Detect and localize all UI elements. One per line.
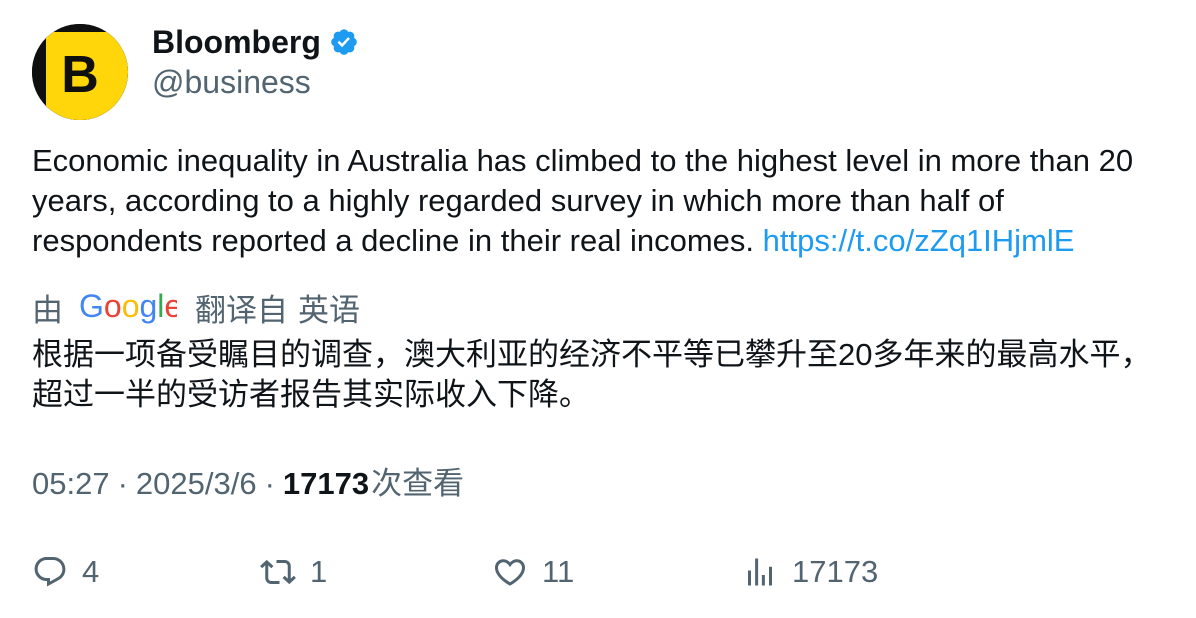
tweet-meta: 05:27 · 2025/3/6 · 17173 次查看: [32, 464, 464, 504]
views-icon: [748, 558, 772, 586]
translation-from: 翻译自: [195, 292, 288, 328]
meta-separator: ·: [117, 466, 128, 501]
author-handle[interactable]: @business: [152, 64, 311, 100]
views-count: 17173: [282, 466, 370, 501]
bloomberg-logo-icon: B: [32, 24, 128, 120]
avatar-letter: B: [61, 46, 99, 104]
meta-separator: ·: [264, 466, 275, 501]
author-display-name[interactable]: Bloomberg: [152, 24, 321, 60]
repost-count: 1: [310, 554, 328, 589]
views-action-count: 17173: [792, 554, 879, 589]
translation-attribution: 由 Google 翻译自 英语: [32, 287, 360, 328]
tweet-link[interactable]: https://t.co/zZq1IHjmlE: [762, 223, 1075, 258]
avatar[interactable]: B: [32, 24, 128, 120]
tweet-text: Economic inequality in Australia has cli…: [32, 141, 1162, 261]
reply-button[interactable]: 4: [32, 552, 99, 592]
like-button[interactable]: 11: [492, 552, 574, 592]
views-label: 次查看: [371, 466, 465, 501]
author-name-row: Bloomberg: [152, 22, 359, 62]
translated-text: 根据一项备受瞩目的调查，澳大利亚的经济不平等已攀升至20多年来的最高水平，超过一…: [32, 337, 1152, 412]
verified-badge-icon[interactable]: [329, 27, 359, 57]
like-icon: [494, 559, 526, 586]
tweet-time[interactable]: 05:27: [32, 466, 110, 501]
google-logo-icon: Google: [79, 289, 177, 325]
translation-provider-logo: Google: [79, 289, 177, 324]
reply-icon: [34, 557, 66, 587]
tweet-body: Economic inequality in Australia has cli…: [32, 143, 1134, 258]
repost-button[interactable]: 1: [260, 552, 327, 592]
tweet-date[interactable]: 2025/3/6: [135, 466, 257, 501]
repost-icon: [260, 559, 296, 585]
translation-language: 英语: [298, 292, 360, 328]
reply-count: 4: [82, 554, 100, 589]
views-button[interactable]: 17173: [742, 552, 878, 592]
like-count: 11: [542, 554, 575, 589]
translation-by: 由: [32, 292, 63, 328]
